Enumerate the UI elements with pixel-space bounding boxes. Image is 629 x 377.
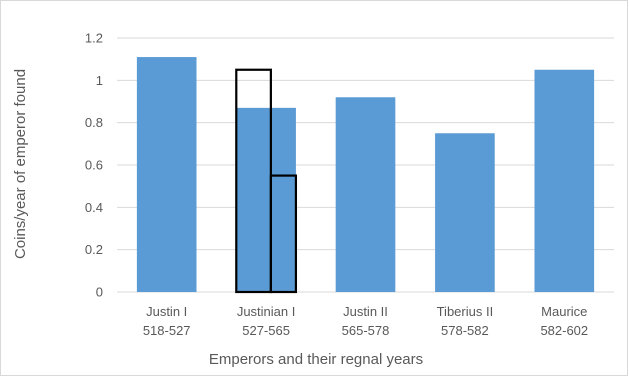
y-tick-label: 0.8 xyxy=(85,115,103,130)
x-tick-label-name: Maurice xyxy=(541,304,587,319)
y-tick-label: 0.2 xyxy=(85,242,103,257)
y-tick-label: 0.6 xyxy=(85,158,103,173)
x-tick-label-years: 582-602 xyxy=(540,323,588,338)
y-tick-label: 0.4 xyxy=(85,200,103,215)
bar-justin-i xyxy=(136,57,197,292)
bar-tiberius-ii xyxy=(435,133,495,292)
x-tick-label-years: 565-578 xyxy=(342,323,390,338)
bars xyxy=(136,57,595,293)
x-tick-label-years: 518-527 xyxy=(143,323,191,338)
bar-justinian-i xyxy=(236,107,296,292)
x-axis-title: Emperors and their regnal years xyxy=(209,351,423,368)
y-axis-title: Coins/year of emperor found xyxy=(12,69,29,259)
tick-labels: 0 0.2 0.4 0.6 0.8 1 1.2 Justin I 518-527 Justinia… xyxy=(85,31,588,339)
x-tick-label-name: Tiberius II xyxy=(437,304,494,319)
x-tick-label-years: 578-582 xyxy=(441,323,489,338)
x-tick-label-name: Justinian I xyxy=(237,304,296,319)
x-tick-label-name: Justin II xyxy=(343,304,388,319)
x-tick-label-name: Justin I xyxy=(146,304,187,319)
bar-justin-ii xyxy=(335,97,396,293)
y-tick-label: 1.2 xyxy=(85,31,103,46)
y-tick-label: 1 xyxy=(96,73,103,88)
bar-maurice xyxy=(534,69,595,292)
justinian-overlay xyxy=(235,68,298,294)
overlay-box-right xyxy=(269,174,298,294)
y-tick-label: 0 xyxy=(96,285,103,300)
x-tick-label-years: 527-565 xyxy=(242,323,290,338)
